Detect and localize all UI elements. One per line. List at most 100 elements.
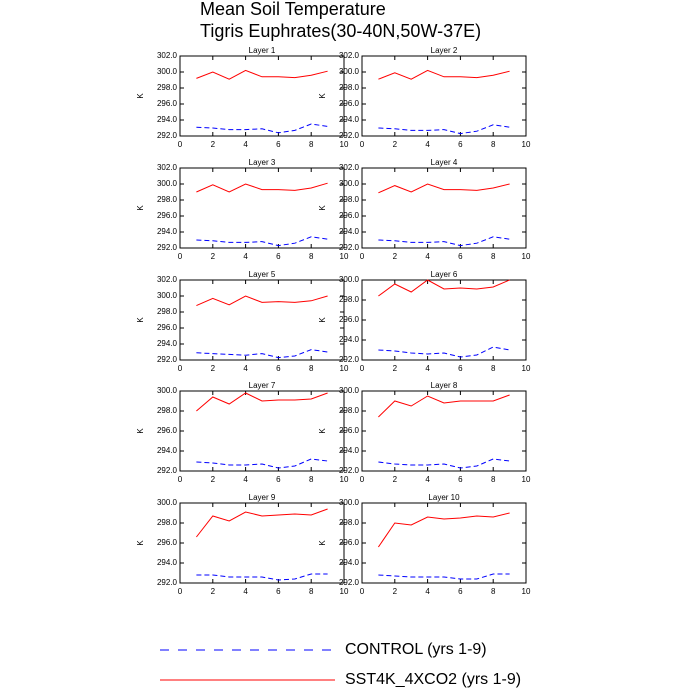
y-tick-label: 296.0: [339, 211, 360, 220]
y-tick-label: 300.0: [157, 498, 178, 507]
y-tick-label: 292.0: [157, 466, 178, 475]
panel-title: Layer 1: [249, 46, 276, 55]
panel-title: Layer 8: [431, 381, 458, 390]
x-tick-label: 8: [491, 587, 496, 596]
y-tick-label: 296.0: [339, 315, 360, 324]
y-tick-label: 298.0: [339, 406, 360, 415]
panel-title: Layer 10: [428, 493, 460, 502]
y-tick-label: 300.0: [339, 275, 360, 284]
y-tick-label: 302.0: [339, 51, 360, 60]
panel-title: Layer 5: [249, 270, 276, 279]
y-tick-label: 294.0: [339, 558, 360, 567]
y-tick-label: 292.0: [157, 578, 178, 587]
series-line: [378, 124, 510, 135]
y-tick-label: 300.0: [157, 67, 178, 76]
y-axis-label: K: [136, 428, 145, 434]
y-tick-label: 292.0: [339, 466, 360, 475]
series-line: [196, 508, 328, 538]
x-tick-label: 6: [458, 252, 463, 261]
x-tick-label: 8: [491, 252, 496, 261]
y-tick-label: 296.0: [157, 538, 178, 547]
series-line: [378, 346, 510, 358]
x-tick-label: 6: [276, 252, 281, 261]
x-tick-label: 6: [276, 364, 281, 373]
y-tick-label: 298.0: [157, 406, 178, 415]
x-tick-label: 4: [243, 364, 248, 373]
x-tick-label: 8: [491, 364, 496, 373]
y-tick-label: 296.0: [339, 426, 360, 435]
x-tick-label: 2: [393, 252, 398, 261]
x-tick-label: 4: [243, 475, 248, 484]
series-line: [196, 295, 328, 307]
plot-frame: [179, 55, 345, 137]
x-tick-label: 6: [458, 364, 463, 373]
x-tick-label: 6: [276, 587, 281, 596]
y-tick-label: 296.0: [339, 538, 360, 547]
y-tick-label: 302.0: [157, 163, 178, 172]
y-tick-label: 296.0: [157, 426, 178, 435]
series-line: [378, 236, 510, 247]
x-tick-label: 0: [360, 252, 365, 261]
series-line: [378, 69, 510, 80]
x-tick-label: 10: [522, 587, 531, 596]
y-axis-label: K: [318, 317, 327, 323]
x-tick-label: 4: [425, 252, 430, 261]
y-tick-label: 294.0: [339, 115, 360, 124]
y-tick-label: 294.0: [157, 115, 178, 124]
y-tick-label: 300.0: [157, 291, 178, 300]
x-tick-label: 10: [340, 587, 349, 596]
x-tick-label: 10: [522, 252, 531, 261]
x-tick-label: 0: [360, 140, 365, 149]
y-tick-label: 300.0: [339, 386, 360, 395]
y-tick-label: 294.0: [157, 558, 178, 567]
x-tick-label: 8: [309, 364, 314, 373]
x-tick-label: 10: [340, 140, 349, 149]
x-tick-label: 8: [309, 140, 314, 149]
y-tick-label: 292.0: [339, 578, 360, 587]
x-tick-label: 4: [243, 140, 248, 149]
x-tick-label: 4: [425, 364, 430, 373]
y-tick-label: 292.0: [157, 243, 178, 252]
x-tick-label: 2: [211, 140, 216, 149]
x-tick-label: 2: [211, 587, 216, 596]
x-tick-label: 0: [360, 475, 365, 484]
y-tick-label: 292.0: [339, 355, 360, 364]
x-tick-label: 2: [393, 587, 398, 596]
x-tick-label: 0: [178, 475, 183, 484]
x-tick-label: 6: [276, 475, 281, 484]
series-line: [196, 392, 328, 412]
x-tick-label: 0: [178, 140, 183, 149]
x-tick-label: 8: [309, 475, 314, 484]
y-tick-label: 294.0: [339, 227, 360, 236]
y-tick-label: 298.0: [339, 83, 360, 92]
x-tick-label: 4: [243, 252, 248, 261]
panel-title: Layer 9: [249, 493, 276, 502]
y-tick-label: 298.0: [339, 518, 360, 527]
x-tick-label: 6: [458, 587, 463, 596]
y-axis-label: K: [318, 93, 327, 99]
y-tick-label: 298.0: [339, 295, 360, 304]
y-axis-label: K: [136, 317, 145, 323]
series-line: [196, 349, 328, 359]
panel-title: Layer 7: [249, 381, 276, 390]
x-tick-label: 2: [393, 140, 398, 149]
series-line: [196, 182, 328, 193]
x-tick-label: 8: [309, 587, 314, 596]
x-tick-label: 0: [178, 364, 183, 373]
series-line: [377, 512, 510, 548]
y-tick-label: 298.0: [157, 518, 178, 527]
x-tick-label: 2: [211, 364, 216, 373]
y-tick-label: 294.0: [157, 446, 178, 455]
series-line: [378, 279, 510, 297]
panel-title: Layer 4: [431, 158, 458, 167]
panel-title: Layer 3: [249, 158, 276, 167]
figure-title: Mean Soil Temperature: [200, 0, 386, 19]
y-tick-label: 294.0: [157, 227, 178, 236]
x-tick-label: 8: [491, 475, 496, 484]
y-tick-label: 302.0: [339, 163, 360, 172]
x-tick-label: 4: [425, 475, 430, 484]
plot-frame: [179, 279, 345, 361]
plot-frame: [361, 55, 527, 137]
plot-frame: [361, 167, 527, 249]
y-tick-label: 294.0: [157, 339, 178, 348]
